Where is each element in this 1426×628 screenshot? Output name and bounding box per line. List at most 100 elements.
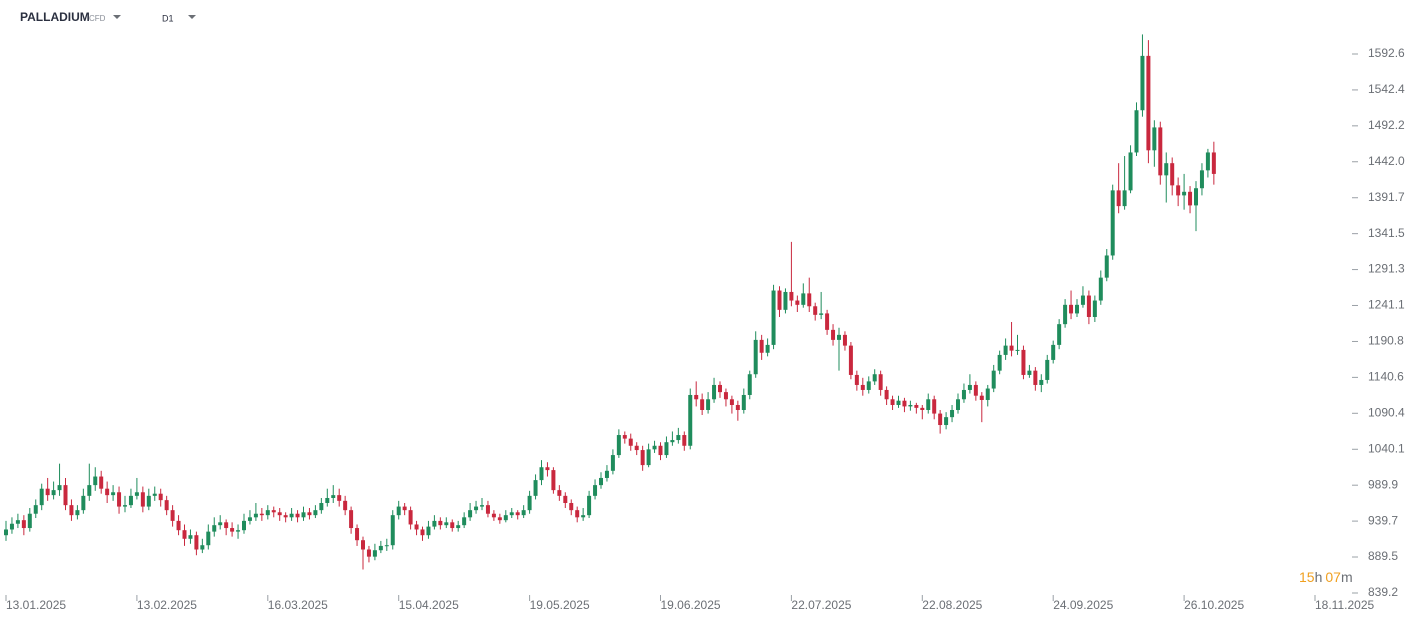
candle-body (527, 495, 532, 511)
candle-body (93, 476, 98, 486)
candle-body (420, 529, 425, 536)
candle-body (658, 445, 663, 456)
candle-body (146, 495, 151, 507)
candle-body (616, 435, 621, 456)
y-tick-label: 1341.5 (1368, 226, 1405, 240)
timeframe-dropdown[interactable] (188, 15, 196, 19)
candle-body (664, 442, 669, 456)
candle-body (105, 488, 110, 496)
candle-body (289, 513, 294, 518)
x-tick-label: 24.09.2025 (1053, 598, 1113, 612)
candle-body (396, 506, 401, 516)
candle-body (265, 510, 270, 516)
candle-body (622, 435, 627, 439)
candle-body (1057, 324, 1062, 345)
x-tick-label: 13.01.2025 (6, 598, 66, 612)
candle-body (712, 384, 717, 400)
candle-body (111, 492, 116, 496)
candle-body (51, 490, 56, 496)
instrument-dropdown[interactable] (113, 15, 121, 19)
candle-body (366, 549, 371, 557)
candle-body (807, 293, 812, 307)
timeframe[interactable]: D1 (162, 13, 174, 23)
countdown: 15h 07m (1299, 569, 1353, 585)
y-tick-label: 1090.4 (1368, 405, 1405, 419)
candle-body (128, 495, 133, 506)
candle-body (688, 394, 693, 446)
candle-body (1194, 188, 1198, 206)
candle-body (277, 512, 282, 516)
candle-body (349, 510, 354, 529)
candle-body (587, 495, 592, 516)
candle-body (27, 513, 32, 529)
candle-body (253, 513, 258, 518)
candle-body (789, 291, 794, 301)
candle-body (1021, 349, 1026, 375)
candle-body (170, 510, 175, 521)
y-tick-label: 1241.1 (1368, 298, 1405, 312)
candle-body (247, 517, 252, 521)
candle-body (628, 438, 633, 446)
candle-body (985, 388, 990, 400)
candle-body (206, 531, 211, 546)
candle-body (813, 306, 818, 315)
candle-body (723, 392, 728, 400)
candle-body (1063, 304, 1068, 325)
candle-body (956, 399, 960, 410)
candle-body (961, 389, 966, 400)
candle-body (700, 399, 705, 410)
candle-body (9, 523, 14, 530)
candle-body (295, 513, 300, 518)
candle-body (819, 313, 824, 315)
candle-body (509, 512, 514, 516)
y-tick-label: 989.9 (1368, 477, 1398, 491)
candle-body (390, 515, 395, 546)
candle-body (99, 476, 104, 489)
candle-body (1182, 191, 1187, 196)
candle-body (718, 384, 722, 393)
candle-body (15, 520, 20, 524)
candle-body (1015, 349, 1020, 351)
candle-body (426, 526, 431, 536)
candle-body (21, 520, 26, 529)
candle-body (979, 395, 984, 400)
candle-body (997, 354, 1002, 371)
candle-body (57, 485, 62, 491)
x-tick-label: 16.03.2025 (268, 598, 328, 612)
candle-body (313, 510, 318, 516)
candle-body (1045, 359, 1050, 380)
candle-body (878, 374, 883, 390)
candle-body (932, 399, 937, 414)
candle-body (1164, 163, 1169, 176)
y-tick-label: 889.5 (1368, 549, 1398, 563)
candle-body (848, 345, 853, 375)
candle-body (485, 505, 490, 514)
candle-body (1140, 55, 1145, 111)
x-tick-label: 15.04.2025 (399, 598, 459, 612)
candle-body (378, 545, 383, 551)
candle-body (831, 329, 836, 340)
candle-body (610, 455, 615, 471)
candle-body (652, 445, 657, 450)
candle-body (795, 300, 800, 305)
candle-body (753, 339, 758, 375)
instrument-title[interactable]: PALLADIUM (20, 10, 90, 24)
candle-body (640, 450, 645, 466)
y-tick-label: 1492.2 (1368, 118, 1405, 132)
countdown-minutes-unit: m (1341, 569, 1353, 585)
candle-body (771, 290, 776, 345)
y-tick-label: 1291.3 (1368, 262, 1405, 276)
candle-body (944, 417, 949, 426)
candle-body (33, 505, 38, 514)
candle-body (230, 528, 235, 532)
candle-body (218, 522, 223, 526)
countdown-minutes: 07 (1325, 569, 1341, 585)
candle-body (872, 374, 877, 382)
candle-body (557, 490, 562, 496)
candle-body (331, 495, 336, 498)
candle-body (4, 529, 8, 536)
candle-body (456, 525, 461, 529)
x-tick-label: 22.08.2025 (922, 598, 982, 612)
candle-body (503, 515, 508, 521)
